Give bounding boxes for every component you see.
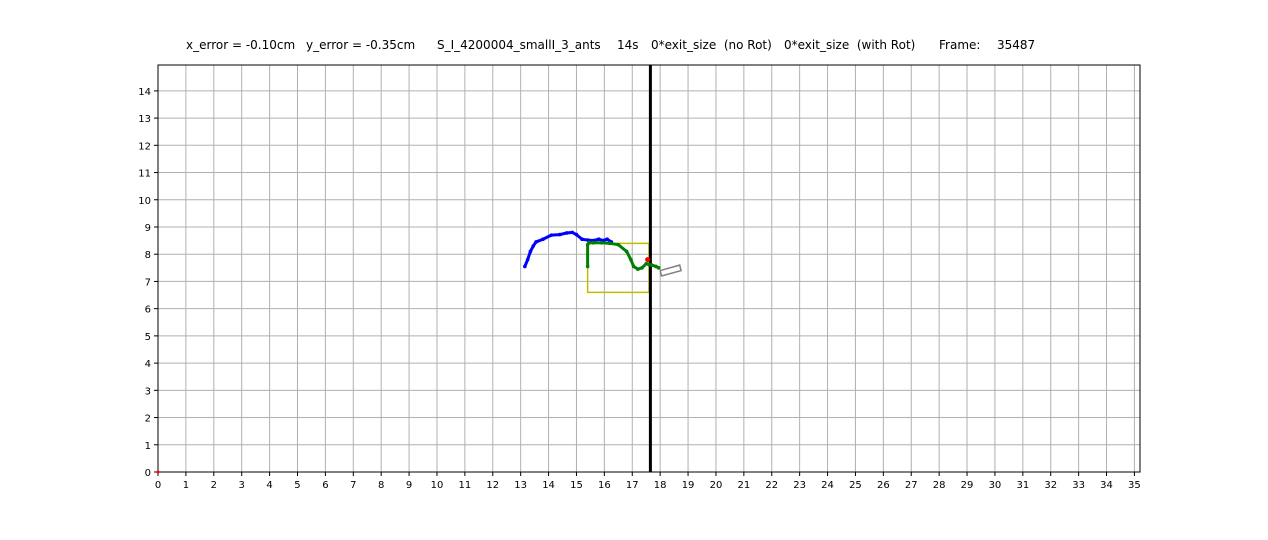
x-tick-label: 15 (570, 480, 583, 491)
frame-label: Frame: (939, 38, 981, 52)
y-tick-label: 0 (145, 468, 151, 479)
series-point-0 (574, 232, 579, 237)
chart-title-line: x_error = -0.10cm y_error = -0.35cm S_I_… (0, 38, 1268, 164)
y-tick-label: 8 (145, 250, 151, 261)
x-tick-label: 2 (211, 480, 217, 491)
series-point-0 (523, 264, 527, 269)
x-tick-label: 16 (598, 480, 611, 491)
load-outline (659, 264, 682, 277)
x-tick-label: 35 (1128, 480, 1141, 491)
y-tick-label: 12 (138, 141, 151, 152)
series-point-1 (647, 262, 651, 267)
series-point-0 (528, 249, 533, 254)
x-tick-label: 1 (183, 480, 189, 491)
y-tick-label: 14 (138, 87, 151, 98)
frame-value: 35487 (997, 38, 1036, 52)
series-point-1 (608, 241, 612, 246)
series-point-1 (644, 261, 649, 266)
x-tick-label: 20 (710, 480, 723, 491)
x-tick-label: 32 (1044, 480, 1057, 491)
series-point-1 (656, 266, 661, 270)
series-point-0 (596, 237, 601, 242)
x-tick-label: 24 (821, 480, 834, 491)
series-point-0 (570, 230, 575, 235)
series-point-0 (534, 240, 538, 244)
series-point-0 (605, 237, 609, 242)
x-tick-label: 9 (406, 480, 412, 491)
y-tick-label: 7 (145, 277, 151, 288)
series-point-0 (557, 232, 562, 237)
series-point-1 (624, 249, 629, 254)
series-point-1 (636, 267, 640, 271)
y-tick-label: 3 (145, 386, 151, 397)
x-tick-label: 18 (654, 480, 667, 491)
series-point-1 (631, 264, 636, 269)
x-tick-label: 6 (322, 480, 328, 491)
origin-marker (156, 470, 160, 474)
x-tick-label: 25 (849, 480, 862, 491)
time-label: 14s (617, 38, 639, 52)
x-tick-label: 28 (933, 480, 946, 491)
x-tick-label: 5 (294, 480, 300, 491)
y-tick-label: 2 (145, 414, 151, 425)
x-tick-label: 34 (1100, 480, 1113, 491)
series-point-0 (541, 237, 545, 242)
red-marker (645, 257, 651, 263)
x-tick-label: 7 (350, 480, 356, 491)
series-point-1 (587, 240, 591, 245)
exit-no-rot-label: 0*exit_size (no Rot) (651, 38, 772, 52)
x-tick-label: 23 (793, 480, 806, 491)
x-error-label: x_error = -0.10cm (186, 38, 296, 52)
series-point-0 (525, 257, 530, 262)
series-point-0 (549, 233, 554, 237)
y-tick-label: 10 (138, 196, 151, 207)
series-point-1 (585, 264, 590, 269)
y-error-label: y_error = -0.35cm (306, 38, 416, 52)
x-tick-label: 0 (155, 480, 161, 491)
series-point-1 (616, 242, 621, 247)
x-tick-label: 11 (459, 480, 472, 491)
x-tick-label: 14 (542, 480, 555, 491)
x-tick-label: 22 (765, 480, 778, 491)
y-tick-label: 4 (145, 359, 151, 370)
x-tick-label: 13 (514, 480, 527, 491)
x-tick-label: 33 (1072, 480, 1085, 491)
x-tick-label: 8 (378, 480, 384, 491)
series-point-0 (585, 238, 590, 242)
x-tick-label: 10 (431, 480, 444, 491)
y-tick-label: 13 (138, 114, 151, 125)
x-tick-label: 27 (905, 480, 918, 491)
x-tick-label: 31 (1016, 480, 1029, 491)
y-tick-label: 6 (145, 305, 151, 316)
x-tick-label: 30 (989, 480, 1002, 491)
y-tick-label: 9 (145, 223, 151, 234)
series-point-1 (599, 240, 604, 245)
x-tick-label: 4 (266, 480, 272, 491)
x-tick-label: 17 (626, 480, 639, 491)
series-point-1 (591, 240, 596, 245)
series-point-1 (640, 266, 644, 270)
exit-with-rot-label: 0*exit_size (with Rot) (784, 38, 916, 52)
series-point-0 (580, 237, 584, 242)
series-point-1 (649, 263, 654, 267)
x-tick-label: 19 (682, 480, 695, 491)
x-tick-label: 21 (737, 480, 750, 491)
series-point-1 (654, 264, 658, 269)
x-tick-label: 29 (961, 480, 974, 491)
series-point-0 (531, 244, 536, 248)
run-name-label: S_I_4200004_smallI_3_ants (437, 38, 601, 52)
x-tick-label: 3 (239, 480, 245, 491)
y-tick-label: 5 (145, 332, 151, 343)
x-tick-label: 12 (486, 480, 499, 491)
series-point-0 (564, 231, 569, 235)
x-tick-label: 26 (877, 480, 890, 491)
series-point-1 (629, 257, 633, 262)
y-tick-label: 11 (138, 169, 151, 180)
y-tick-label: 1 (145, 441, 151, 452)
